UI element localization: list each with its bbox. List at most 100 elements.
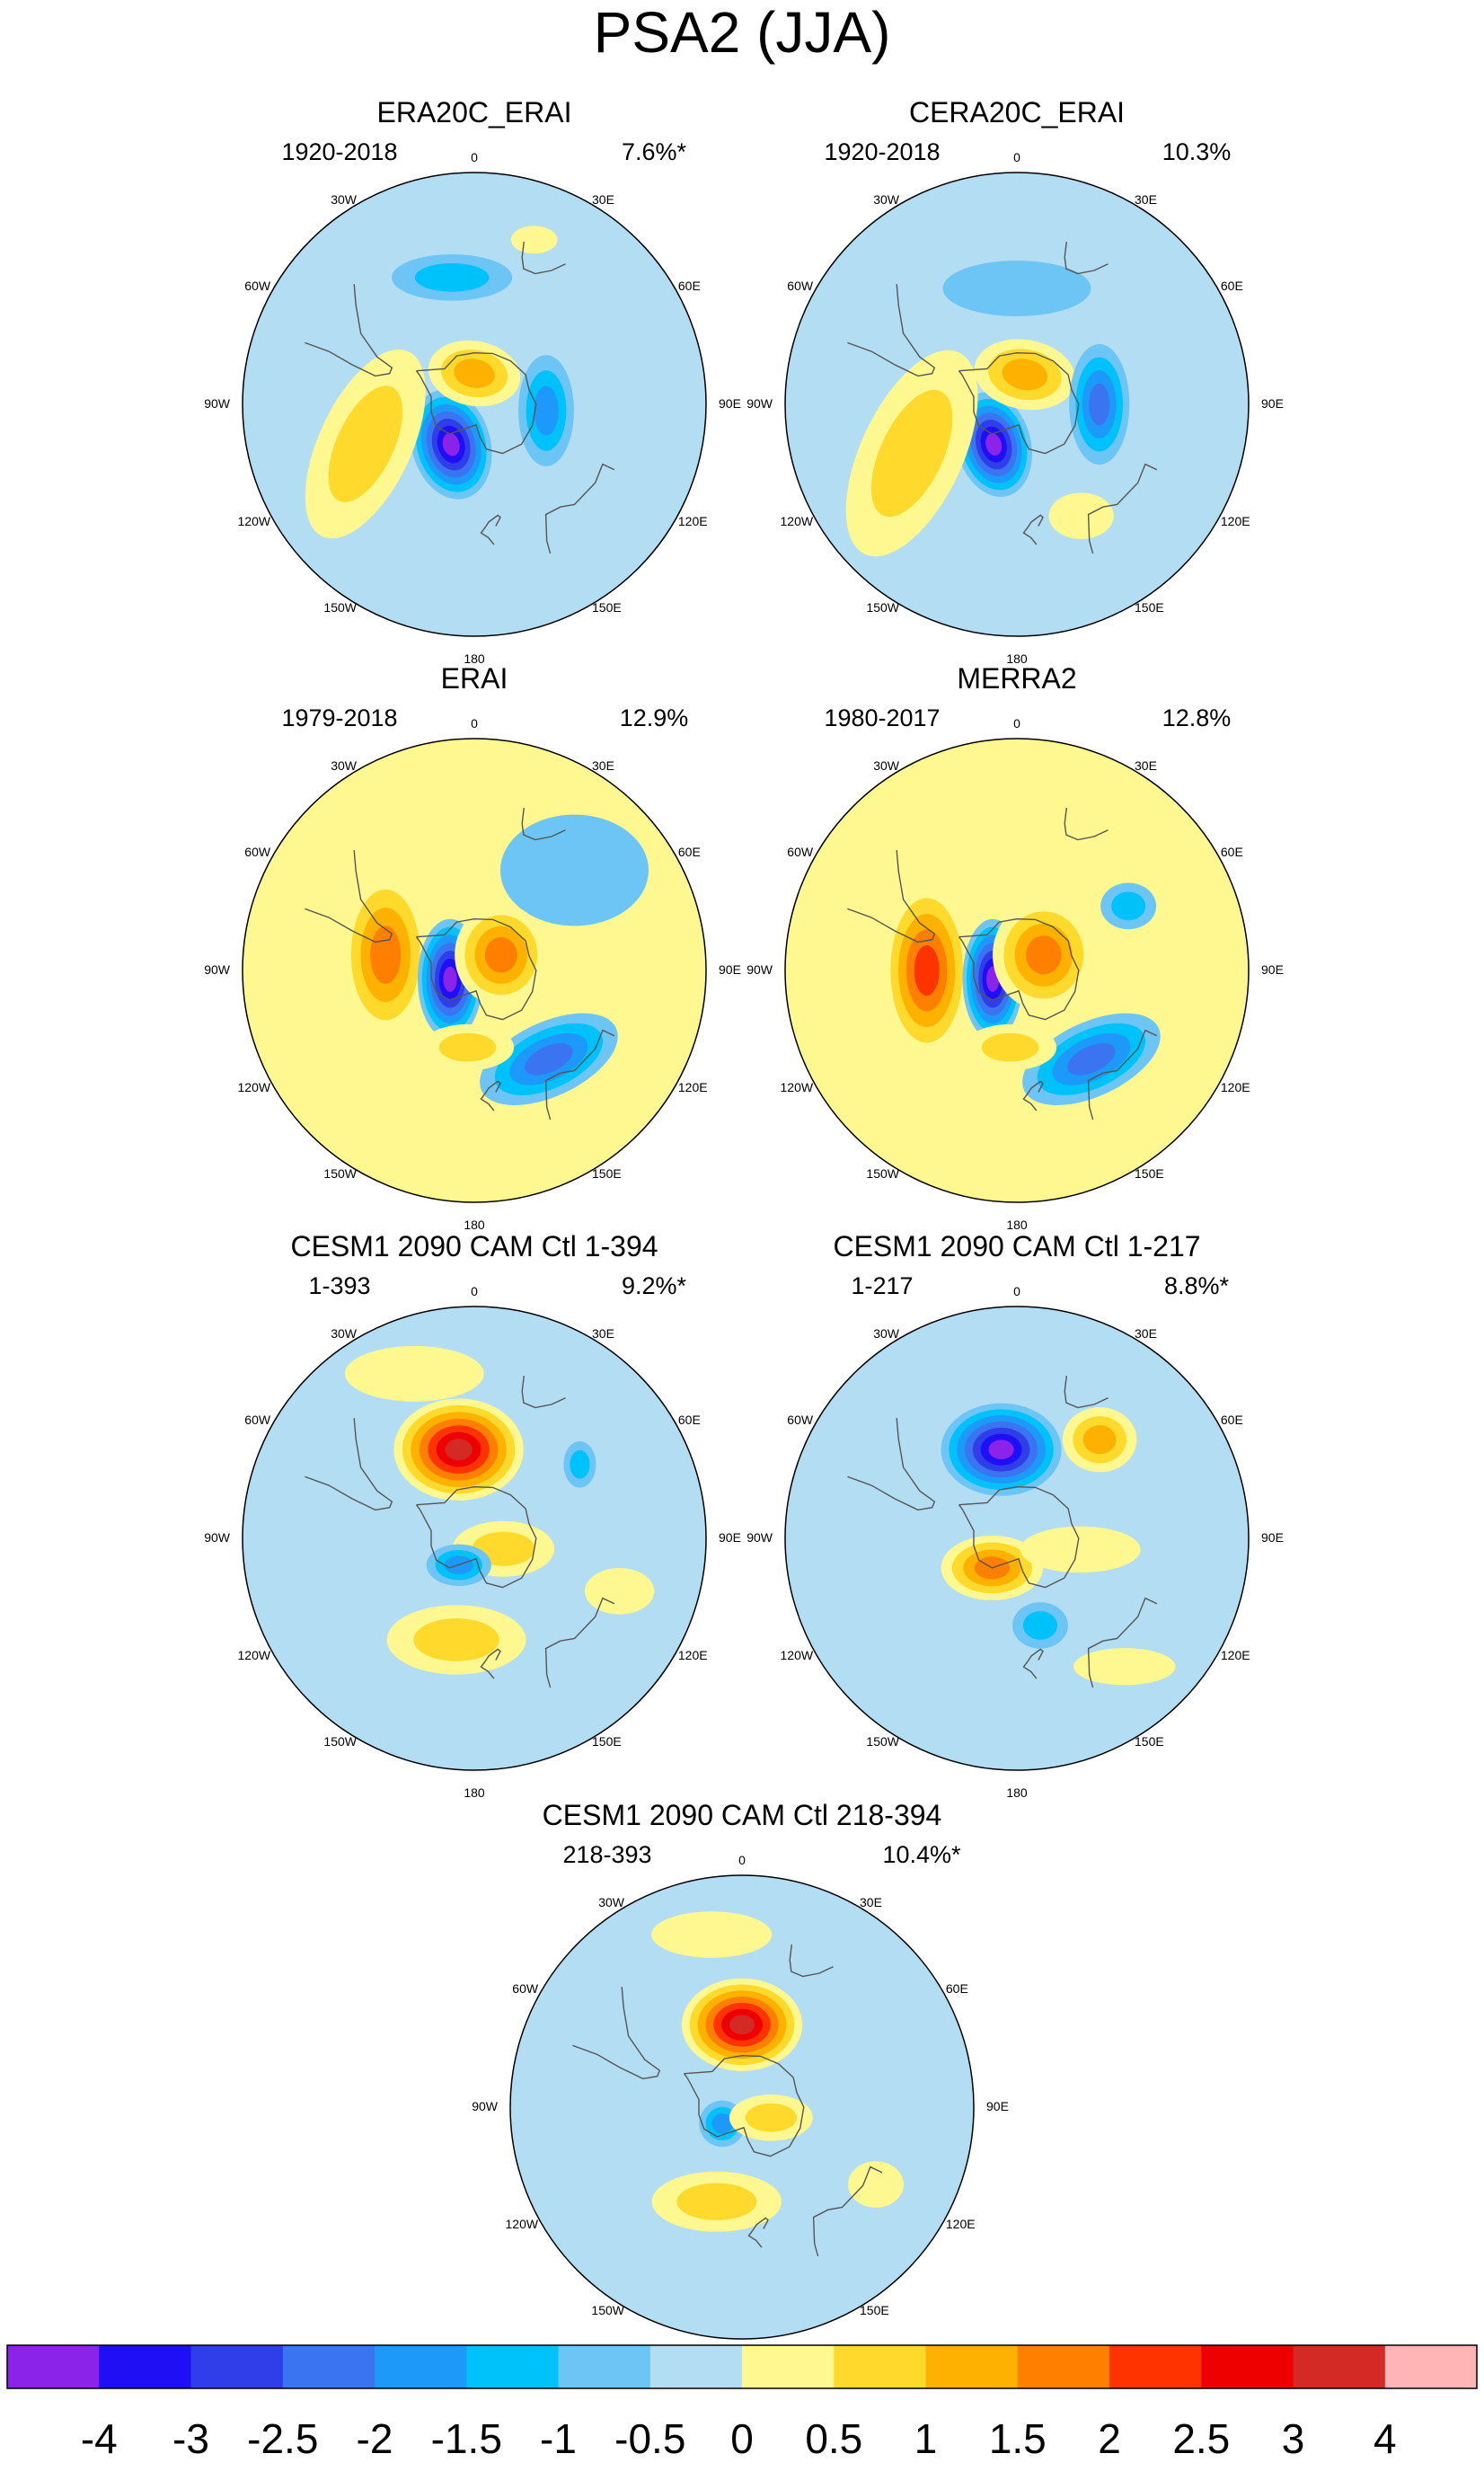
map-panel: 0 30E 60E 90E 120E 150E 180 150W 120W 90W 60W 30W CE… [746, 1230, 1284, 1800]
longitude-label: 30W [873, 1326, 900, 1341]
colorbar-tick-label: -3 [172, 2415, 209, 2462]
negative-anomaly-contour [442, 432, 460, 456]
coastline [958, 1485, 1080, 1589]
longitude-label: 150W [866, 1734, 899, 1749]
longitude-label: 60E [1221, 845, 1243, 859]
map-boundary [784, 1306, 1250, 1771]
panel-title: CESM1 2090 CAM Ctl 218-394 [543, 1799, 942, 1831]
negative-anomaly-contour [985, 433, 1003, 456]
longitude-label: 150W [323, 1166, 357, 1181]
longitude-label: 180 [464, 1218, 485, 1232]
longitude-label: 150W [323, 1734, 357, 1749]
panel-period: 1920-2018 [281, 138, 397, 165]
anomaly-field [243, 739, 706, 1202]
longitude-label: 150E [1135, 600, 1164, 615]
map-panel: 0 30E 60E 90E 120E 150E 180 150W 120W 90W 60W 30W ME… [746, 662, 1284, 1232]
negative-anomaly-contour [1067, 1043, 1116, 1076]
colorbar-tick-label: -4 [81, 2415, 118, 2462]
panel-variance: 8.8%* [1164, 1272, 1230, 1299]
longitude-label: 150W [591, 2303, 624, 2317]
longitude-label: 0 [471, 150, 478, 164]
longitude-label: 60E [1221, 279, 1243, 293]
longitude-label: 90W [204, 962, 231, 977]
coastline [789, 1944, 834, 1978]
longitude-label: 180 [1006, 1785, 1028, 1800]
colorbar-tick-label: -2.5 [247, 2415, 318, 2462]
positive-anomaly-contour [1002, 359, 1047, 391]
coastline [958, 351, 1080, 455]
colorbar-swatch [466, 2345, 560, 2388]
longitude-label: 0 [471, 1284, 478, 1298]
positive-anomaly-contour [454, 359, 495, 388]
colorbar-tick-label: 3 [1282, 2415, 1305, 2462]
colorbar: -4 -3 -2.5 -2 -1.5 -1 -0.5 0 0.5 1 1.5 2 2.5 3 4 [6, 2344, 1478, 2462]
longitude-label: 120E [678, 1080, 708, 1094]
coastline [521, 1376, 566, 1409]
map-panel: 0 30E 60E 90E 120E 150E 180 150W 120W 90W 60W 30W CE… [746, 96, 1284, 666]
panel-period: 1979-2018 [281, 704, 397, 731]
longitude-label: 90W [472, 2099, 499, 2113]
positive-anomaly-contour [438, 1032, 497, 1062]
map-background [785, 1307, 1249, 1770]
longitude-label: 120W [781, 514, 814, 528]
longitude-label: 30W [331, 192, 358, 207]
positive-anomaly-contour [1073, 1648, 1176, 1686]
positive-anomaly-contour [870, 389, 953, 518]
panel-variance: 9.2%* [622, 1272, 687, 1299]
coastline [1064, 242, 1109, 275]
coastline [683, 2054, 805, 2157]
positive-anomaly-contour [651, 1911, 773, 1958]
longitude-label: 30E [592, 192, 614, 207]
panel-variance: 10.3% [1162, 138, 1232, 165]
negative-anomaly-contour [1111, 891, 1146, 921]
longitude-label: 120W [238, 1648, 271, 1662]
longitude-label: 60W [787, 279, 814, 293]
figure-title: PSA2 (JJA) [594, 0, 891, 65]
coastline [1022, 1648, 1044, 1679]
panel-period: 1980-2017 [824, 704, 940, 731]
longitude-label: 90E [1261, 1530, 1284, 1545]
longitude-label: 150E [1135, 1734, 1164, 1749]
coastline [521, 242, 566, 275]
colorbar-swatch [282, 2345, 375, 2388]
negative-anomaly-contour [534, 385, 559, 436]
colorbar-swatch [925, 2345, 1019, 2388]
longitude-label: 90E [1261, 396, 1284, 411]
colorbar-tick-label: 0 [730, 2415, 754, 2462]
negative-anomaly-contour [988, 1439, 1014, 1460]
longitude-label: 120W [781, 1648, 814, 1662]
negative-anomaly-contour [443, 966, 457, 992]
positive-anomaly-contour [1048, 492, 1114, 539]
coastline [1064, 808, 1109, 841]
negative-anomaly-contour [525, 1043, 573, 1076]
longitude-label: 150W [866, 600, 899, 615]
longitude-label: 30E [860, 1895, 882, 1909]
coastline [480, 1648, 501, 1679]
longitude-label: 30E [1135, 192, 1157, 207]
coastline [958, 917, 1080, 1021]
longitude-label: 90E [719, 1530, 741, 1545]
positive-anomaly-contour [584, 1568, 655, 1615]
colorbar-swatch [742, 2345, 835, 2388]
coastline [480, 1080, 501, 1112]
coastline [480, 514, 501, 545]
positive-anomaly-contour [1026, 935, 1062, 975]
longitude-label: 90E [1261, 962, 1284, 977]
positive-anomaly-contour [914, 944, 940, 996]
longitude-label: 150W [866, 1166, 899, 1181]
longitude-label: 60W [244, 845, 271, 859]
panel-period: 218-393 [562, 1841, 651, 1868]
longitude-label: 60E [678, 845, 701, 859]
colorbar-swatch [1293, 2345, 1386, 2388]
positive-anomaly-contour [370, 926, 402, 984]
colorbar-tick-label: -2 [357, 2415, 393, 2462]
positive-anomaly-contour [729, 2015, 755, 2035]
coastline [1087, 1597, 1158, 1688]
panel-period: 1920-2018 [824, 138, 940, 165]
longitude-label: 30E [1135, 1326, 1157, 1341]
panel-variance: 12.8% [1162, 704, 1232, 731]
colorbar-swatch [1384, 2345, 1478, 2388]
positive-anomaly-contour [344, 1345, 484, 1402]
